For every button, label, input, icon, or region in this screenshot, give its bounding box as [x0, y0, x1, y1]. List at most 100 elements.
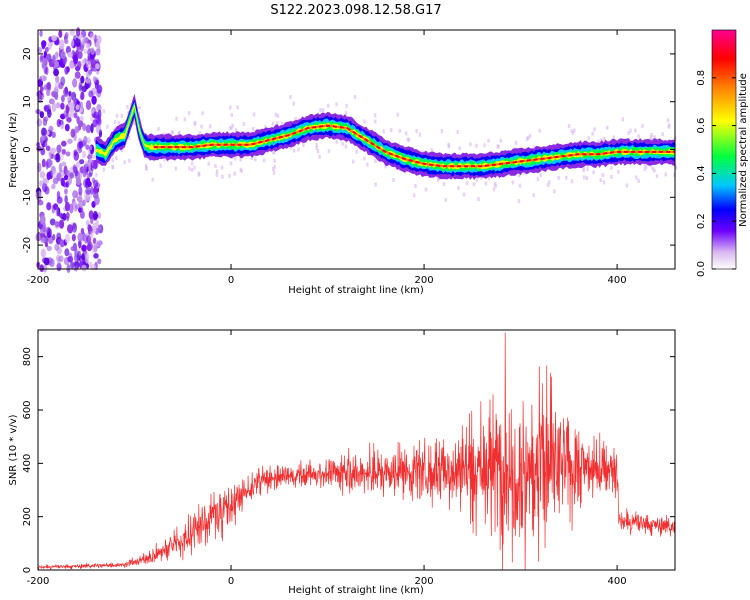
- spectrogram-halo: [477, 197, 480, 202]
- spectrogram-noise-blob: [66, 224, 73, 234]
- spectrogram-noise-blob: [90, 47, 95, 55]
- spectrogram-noise-blob: [90, 231, 94, 239]
- spectrogram-halo: [239, 157, 242, 162]
- spectrogram-noise-blob: [65, 212, 70, 219]
- spectrogram-halo: [363, 156, 366, 161]
- spectrogram-noise-blob: [70, 246, 76, 252]
- spectrogram-halo: [396, 112, 400, 117]
- spectrogram-noise-blob: [97, 211, 102, 220]
- spectrogram-noise-blob: [80, 91, 85, 101]
- figure-title: S122.2023.098.12.58.G17: [270, 3, 441, 18]
- spectrogram-halo: [254, 157, 257, 162]
- spectrogram-halo: [353, 95, 357, 100]
- spectrogram-halo: [538, 128, 541, 133]
- spectrogram-noise-blob: [82, 122, 87, 132]
- spectrogram-noise-blob: [47, 108, 52, 118]
- spectrogram-noise-blob: [89, 32, 96, 41]
- spectrogram-noise-blob: [65, 111, 69, 122]
- spectrogram-noise-blob: [93, 111, 99, 119]
- spectrogram-halo: [264, 125, 267, 130]
- spectrogram-noise-blob: [53, 68, 60, 77]
- spectrogram-halo: [344, 110, 348, 115]
- spectrogram-ytick-label: 0: [22, 146, 33, 152]
- spectrogram-noise-blob: [64, 66, 69, 75]
- spectrogram-noise-blob: [50, 147, 57, 154]
- spectrogram-noise-blob: [92, 210, 98, 221]
- spectrogram-halo: [546, 183, 550, 188]
- spectrogram-halo: [250, 156, 254, 161]
- spectrogram-noise-blob: [70, 91, 76, 101]
- spectrogram-halo: [335, 139, 338, 144]
- spectrogram-noise-blob: [48, 98, 55, 105]
- spectrogram-noise-blob: [69, 61, 75, 69]
- spectrogram-noise-blob: [54, 220, 60, 229]
- spectrogram-noise-blob: [43, 116, 49, 122]
- spectrogram-halo: [492, 187, 496, 192]
- spectrogram-noise-blob: [85, 187, 92, 195]
- spectrogram-halo: [483, 143, 486, 148]
- spectrogram-halo: [586, 167, 589, 172]
- spectrogram-halo: [493, 182, 497, 187]
- spectrogram-noise-blob: [86, 243, 92, 252]
- spectrogram-noise-blob: [97, 224, 102, 232]
- colorbar-label: Normalized spectral amplitude: [738, 73, 749, 227]
- spectrogram-noise-blob: [54, 61, 60, 68]
- spectrogram-halo: [629, 128, 632, 133]
- spectrogram-halo: [302, 142, 305, 147]
- spectrogram-noise-blob: [67, 176, 72, 185]
- spectrogram-halo: [236, 105, 239, 110]
- spectrogram-halo: [612, 135, 616, 140]
- spectrogram-noise-blob: [42, 57, 49, 68]
- spectrogram-halo: [487, 176, 491, 181]
- spectrogram-halo: [273, 158, 276, 163]
- spectrogram-halo: [207, 161, 210, 166]
- spectrogram-halo: [532, 145, 536, 150]
- spectrogram-noise-blob: [60, 76, 66, 86]
- spectrogram-noise-blob: [53, 91, 59, 100]
- spectrogram-noise-blob: [90, 186, 94, 195]
- spectrogram-noise-blob: [55, 154, 61, 163]
- spectrogram-noise-blob: [52, 54, 56, 64]
- spectrogram-halo: [234, 156, 237, 161]
- spectrogram-halo: [188, 166, 191, 171]
- snr-ticks: -200 0 200 400 0 200 400 600 800: [22, 330, 675, 587]
- spectrogram-noise-blob: [41, 40, 47, 48]
- spectrogram-noise-blob: [73, 112, 78, 119]
- spectrogram-halo: [123, 160, 126, 165]
- spectrogram-noise-blob: [74, 265, 79, 272]
- spectrogram-noise-blob: [45, 54, 50, 61]
- spectrogram-noise-blob: [85, 78, 91, 84]
- spectrogram-noise-blob: [45, 89, 51, 97]
- spectrogram-halo: [653, 168, 656, 173]
- spectrogram-halo: [528, 133, 532, 138]
- spectrogram-noise-blob: [39, 180, 43, 187]
- spectrogram-halo: [518, 183, 522, 188]
- spectrogram-noise-blob: [87, 152, 93, 159]
- spectrogram-halo: [229, 161, 233, 166]
- spectrogram-halo: [137, 111, 140, 116]
- spectrogram-halo: [151, 177, 155, 182]
- spectrogram-ytick-label: -10: [22, 189, 33, 205]
- spectrogram-halo: [230, 113, 234, 118]
- spectrogram-noise-blob: [76, 254, 81, 262]
- spectrogram-noise-blob: [51, 34, 58, 42]
- spectrogram-halo: [351, 159, 355, 164]
- spectrogram-halo: [183, 117, 187, 122]
- spectrogram-noise-blob: [78, 82, 83, 92]
- snr-plot-area: [38, 330, 675, 570]
- spectrogram-halo: [117, 120, 121, 125]
- spectrogram-halo: [547, 180, 551, 185]
- spectrogram-halo: [649, 137, 653, 142]
- spectrogram-halo: [132, 120, 136, 125]
- spectrogram-noise-blob: [39, 171, 46, 179]
- colorbar-tick-label: 0.8: [696, 70, 707, 86]
- spectrogram-halo: [511, 180, 515, 185]
- spectrogram-halo: [617, 169, 620, 174]
- colorbar-tick-label: 0.2: [696, 213, 707, 229]
- spectrogram-halo: [88, 149, 91, 154]
- snr-ytick-label: 400: [22, 454, 33, 473]
- spectrogram-halo: [274, 112, 278, 117]
- spectrogram-noise-blob: [61, 161, 67, 167]
- spectrogram-noise-blob: [46, 202, 52, 211]
- spectrogram-halo: [229, 105, 232, 110]
